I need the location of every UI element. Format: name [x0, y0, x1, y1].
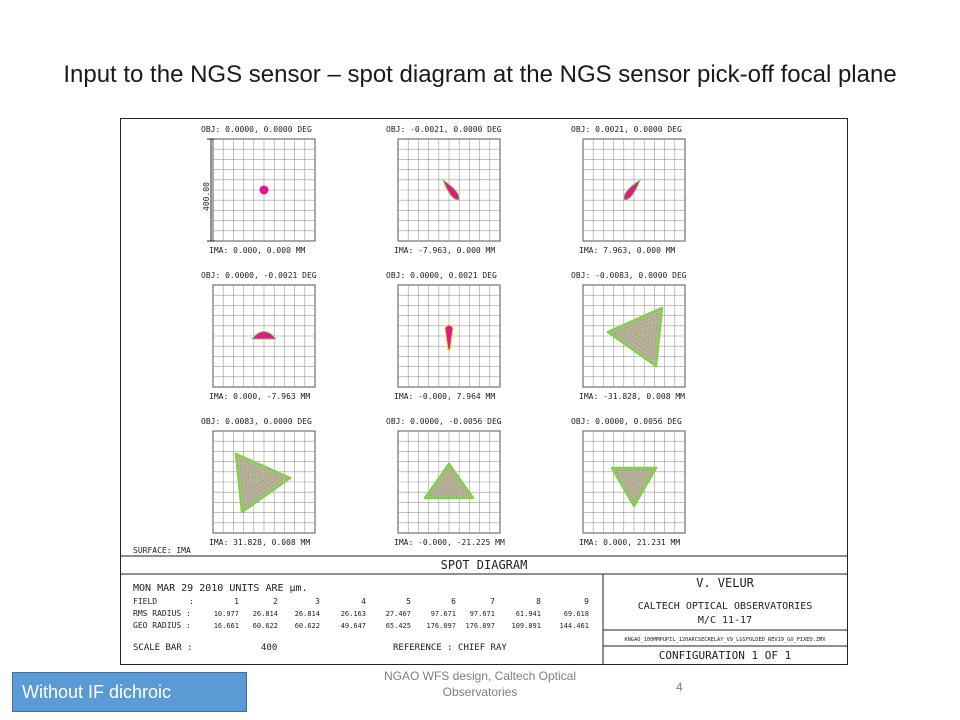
spot-pattern [250, 331, 278, 340]
title-block: V. VELUR CALTECH OPTICAL OBSERVATORIES M… [603, 576, 847, 662]
configuration-label: CONFIGURATION 1 OF 1 [659, 649, 791, 662]
author-name: V. VELUR [696, 576, 755, 590]
panel-ima-label: IMA: -31.828, 0.008 MM [579, 392, 685, 401]
spot-diagram-figure: OBJ: 0.0000, 0.0000 DEG IMA: 0.000, 0.000… [120, 118, 848, 665]
geo-value: 144.461 [559, 622, 589, 630]
rms-label: RMS RADIUS : [133, 609, 191, 618]
spot-diagram-svg: OBJ: 0.0000, 0.0000 DEG IMA: 0.000, 0.000… [121, 125, 847, 664]
spot-pattern [444, 324, 454, 351]
spot-panel: OBJ: -0.0021, 0.0000 DEG IMA: -7.963, 0.0… [386, 125, 502, 255]
institution-name: CALTECH OPTICAL OBSERVATORIES [638, 601, 813, 612]
field-number: 6 [451, 597, 456, 606]
spot-panel: OBJ: 0.0000, -0.0056 DEG IMA: -0.000, -21… [386, 417, 505, 547]
geo-value: 176.097 [426, 622, 456, 630]
spot-pattern [441, 178, 460, 201]
panel-obj-label: OBJ: -0.0021, 0.0000 DEG [386, 125, 502, 134]
field-number: 3 [315, 597, 320, 606]
spot-panel: OBJ: 0.0083, 0.0000 DEG IMA: 31.828, 0.00… [201, 417, 316, 547]
panel-obj-label: OBJ: 0.0000, -0.0056 DEG [386, 417, 502, 426]
panel-obj-label: OBJ: -0.0083, 0.0000 DEG [571, 271, 687, 280]
slide-footer: NGAO WFS design, Caltech Optical Observa… [383, 669, 577, 699]
geo-value: 65.425 [386, 622, 411, 630]
panel-ima-label: IMA: 0.000, 21.231 MM [579, 538, 680, 547]
rms-value: 26.814 [295, 610, 320, 618]
spot-pattern [423, 462, 475, 500]
panel-ima-label: IMA: -0.000, 7.964 MM [394, 392, 495, 401]
geo-value: 176.097 [465, 622, 495, 630]
rms-value: 61.941 [516, 610, 541, 618]
spot-panel: OBJ: 0.0000, 0.0021 DEG IMA: -0.000, 7.96… [386, 271, 501, 401]
date-line: MON MAR 29 2010 UNITS ARE µm. [133, 583, 308, 594]
spot-pattern [606, 306, 664, 368]
lens-filename: KNGAO_100MMPUPIL_120ARCSECRELAY_V9_LGSFO… [625, 637, 827, 643]
rms-value: 10.977 [214, 610, 239, 618]
spot-panel: OBJ: 0.0000, 0.0000 DEG IMA: 0.000, 0.000… [201, 125, 316, 255]
panel-ima-label: IMA: 31.828, 0.008 MM [209, 538, 310, 547]
panel-ima-label: IMA: 7.963, 0.000 MM [579, 246, 676, 255]
field-number: 1 [234, 597, 239, 606]
rms-value: 69.618 [564, 610, 589, 618]
geo-value: 60.622 [295, 622, 320, 630]
panel-ima-label: IMA: -7.963, 0.000 MM [394, 246, 495, 255]
geo-value: 16.661 [214, 622, 239, 630]
svg-text::: : [189, 597, 194, 606]
spot-pattern [234, 452, 292, 514]
spot-panel: OBJ: 0.0021, 0.0000 DEG IMA: 7.963, 0.000… [571, 125, 686, 255]
scale-bar-label: 400.00 [202, 182, 211, 211]
panel-obj-label: OBJ: 0.0000, 0.0021 DEG [386, 271, 497, 280]
diagram-heading: SPOT DIAGRAM [441, 558, 528, 572]
field-number: 9 [584, 597, 589, 606]
rms-value: 97.671 [470, 610, 495, 618]
panel-ima-label: IMA: -0.000, -21.225 MM [394, 538, 505, 547]
panel-ima-label: IMA: 0.000, 0.000 MM [209, 246, 306, 255]
geo-value: 60.622 [253, 622, 278, 630]
geo-value: 109.891 [511, 622, 541, 630]
mc-number: M/C 11-17 [698, 615, 752, 626]
config-badge: Without IF dichroic [12, 672, 247, 712]
spot-pattern [259, 185, 269, 195]
panel-obj-label: OBJ: 0.0000, 0.0000 DEG [201, 125, 312, 134]
spot-pattern [623, 178, 642, 201]
info-table: MON MAR 29 2010 UNITS ARE µm. FIELD : RM… [133, 583, 589, 653]
field-number: 7 [490, 597, 495, 606]
geo-value: 49.647 [341, 622, 366, 630]
panel-obj-label: OBJ: 0.0000, -0.0021 DEG [201, 271, 317, 280]
spot-panel: OBJ: -0.0083, 0.0000 DEG IMA: -31.828, 0.… [571, 271, 687, 401]
surface-label: SURFACE: IMA [133, 546, 191, 555]
reference-label: REFERENCE : CHIEF RAY [393, 643, 507, 653]
field-label: FIELD [133, 597, 157, 606]
panel-obj-label: OBJ: 0.0000, 0.0056 DEG [571, 417, 682, 426]
panel-ima-label: IMA: 0.000, -7.963 MM [209, 392, 310, 401]
scale-bar-value: 400 [261, 643, 277, 653]
field-number: 8 [536, 597, 541, 606]
panel-obj-label: OBJ: 0.0021, 0.0000 DEG [571, 125, 682, 134]
slide-title: Input to the NGS sensor – spot diagram a… [63, 61, 897, 88]
page-number: 4 [676, 680, 683, 694]
rms-value: 26.814 [253, 610, 278, 618]
rms-value: 27.467 [386, 610, 411, 618]
geo-label: GEO RADIUS : [133, 621, 191, 630]
spot-panels: OBJ: 0.0000, 0.0000 DEG IMA: 0.000, 0.000… [201, 125, 687, 547]
spot-pattern [610, 466, 658, 508]
field-number: 4 [361, 597, 366, 606]
scale-bar: 400.00 [202, 138, 215, 242]
scale-bar-row-label: SCALE BAR : [133, 643, 193, 653]
rms-value: 26.163 [341, 610, 366, 618]
field-number: 5 [406, 597, 411, 606]
field-number: 2 [273, 597, 278, 606]
spot-panel: OBJ: 0.0000, 0.0056 DEG IMA: 0.000, 21.23… [571, 417, 686, 547]
spot-panel: OBJ: 0.0000, -0.0021 DEG IMA: 0.000, -7.9… [201, 271, 317, 401]
rms-value: 97.671 [431, 610, 456, 618]
panel-obj-label: OBJ: 0.0083, 0.0000 DEG [201, 417, 312, 426]
